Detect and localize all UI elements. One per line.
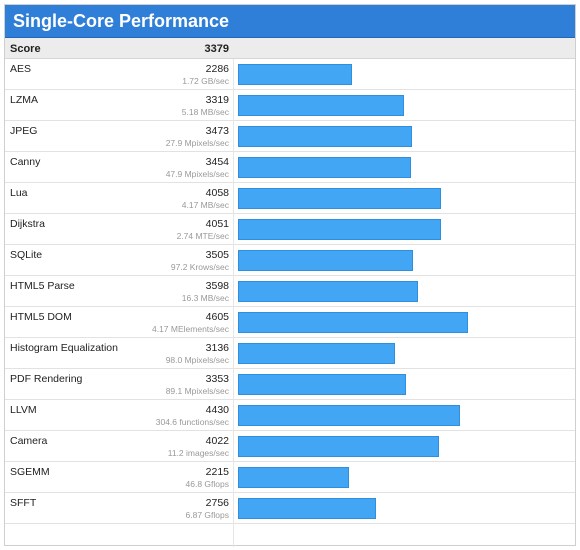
benchmark-throughput: 98.0 Mpixels/sec [165, 355, 229, 365]
benchmark-throughput: 4.17 MElements/sec [151, 324, 229, 334]
benchmark-score: 4058 [205, 187, 229, 199]
benchmark-throughput: 4.17 MB/sec [181, 200, 229, 210]
benchmark-name: Lua [10, 187, 28, 199]
benchmark-score: 4430 [205, 404, 229, 416]
benchmark-throughput: 304.6 functions/sec [155, 417, 229, 427]
benchmark-bar [238, 281, 418, 302]
benchmark-throughput: 46.8 Gflops [185, 479, 229, 489]
benchmark-bar [238, 498, 376, 519]
benchmark-row: SGEMM 2215 46.8 Gflops [5, 462, 575, 493]
benchmark-throughput: 16.3 MB/sec [181, 293, 229, 303]
benchmark-row: Dijkstra 4051 2.74 MTE/sec [5, 214, 575, 245]
benchmark-name: HTML5 Parse [10, 280, 75, 292]
benchmark-score: 2215 [205, 466, 229, 478]
benchmark-score: 4051 [205, 218, 229, 230]
chart-title: Single-Core Performance [5, 5, 575, 38]
benchmark-bar [238, 157, 411, 178]
benchmark-bar [238, 405, 460, 426]
benchmark-name: PDF Rendering [10, 373, 83, 385]
benchmark-bar [238, 188, 441, 209]
benchmark-row: Camera 4022 11.2 images/sec [5, 431, 575, 462]
benchmark-row: SQLite 3505 97.2 Krows/sec [5, 245, 575, 276]
benchmark-name: Camera [10, 435, 48, 447]
benchmark-bar [238, 95, 404, 116]
benchmark-row: AES 2286 1.72 GB/sec [5, 59, 575, 90]
benchmark-score: 3598 [205, 280, 229, 292]
benchmark-row: Histogram Equalization 3136 98.0 Mpixels/s… [5, 338, 575, 369]
benchmark-bar [238, 64, 352, 85]
score-value: 3379 [204, 43, 229, 55]
benchmark-row: SFFT 2756 6.87 Gflops [5, 493, 575, 524]
benchmark-bar [238, 312, 468, 333]
column-divider [233, 59, 234, 547]
benchmark-bar [238, 250, 413, 271]
benchmark-row: Canny 3454 47.9 Mpixels/sec [5, 152, 575, 183]
chart-panel: Single-Core Performance Score 3379 AES 22… [4, 4, 576, 547]
benchmark-score: 3454 [205, 156, 229, 168]
benchmark-name: Canny [10, 156, 41, 168]
benchmark-throughput: 11.2 images/sec [167, 448, 229, 458]
benchmark-row: LLVM 4430 304.6 functions/sec [5, 400, 575, 431]
benchmark-name: SQLite [10, 249, 43, 261]
benchmark-name: LZMA [10, 94, 39, 106]
benchmark-score: 4022 [205, 435, 229, 447]
benchmark-score: 2756 [205, 497, 229, 509]
benchmark-name: SFFT [10, 497, 37, 509]
benchmark-row: HTML5 Parse 3598 16.3 MB/sec [5, 276, 575, 307]
benchmark-bar [238, 374, 406, 395]
benchmark-rows: AES 2286 1.72 GB/sec LZMA 3319 5.18 MB/sec JPE… [5, 59, 575, 524]
benchmark-bar [238, 343, 395, 364]
benchmark-name: JPEG [10, 125, 38, 137]
benchmark-throughput: 5.18 MB/sec [181, 107, 229, 117]
benchmark-score: 3319 [205, 94, 229, 106]
benchmark-throughput: 2.74 MTE/sec [176, 231, 229, 241]
benchmark-score: 3505 [205, 249, 229, 261]
benchmark-name: Histogram Equalization [10, 342, 118, 354]
benchmark-throughput: 89.1 Mpixels/sec [165, 386, 229, 396]
benchmark-throughput: 27.9 Mpixels/sec [165, 138, 229, 148]
benchmark-throughput: 6.87 Gflops [185, 510, 229, 520]
benchmark-bar [238, 219, 441, 240]
benchmark-row: LZMA 3319 5.18 MB/sec [5, 90, 575, 121]
benchmark-row: HTML5 DOM 4605 4.17 MElements/sec [5, 307, 575, 338]
benchmark-throughput: 1.72 GB/sec [182, 76, 229, 86]
benchmark-name: LLVM [10, 404, 37, 416]
benchmark-row: JPEG 3473 27.9 Mpixels/sec [5, 121, 575, 152]
benchmark-name: Dijkstra [10, 218, 46, 230]
benchmark-score: 2286 [205, 63, 229, 75]
benchmark-score: 3136 [205, 342, 229, 354]
benchmark-name: SGEMM [10, 466, 50, 478]
benchmark-bar [238, 436, 439, 457]
benchmark-score: 4605 [205, 311, 229, 323]
benchmark-throughput: 47.9 Mpixels/sec [165, 169, 229, 179]
benchmark-row: PDF Rendering 3353 89.1 Mpixels/sec [5, 369, 575, 400]
benchmark-row: Lua 4058 4.17 MB/sec [5, 183, 575, 214]
benchmark-name: AES [10, 63, 32, 75]
benchmark-score: 3473 [205, 125, 229, 137]
score-summary-row: Score 3379 [5, 38, 575, 59]
benchmark-score: 3353 [205, 373, 229, 385]
benchmark-bar [238, 126, 412, 147]
benchmark-name: HTML5 DOM [10, 311, 72, 323]
benchmark-bar [238, 467, 349, 488]
benchmark-throughput: 97.2 Krows/sec [170, 262, 229, 272]
score-label: Score [10, 43, 41, 55]
